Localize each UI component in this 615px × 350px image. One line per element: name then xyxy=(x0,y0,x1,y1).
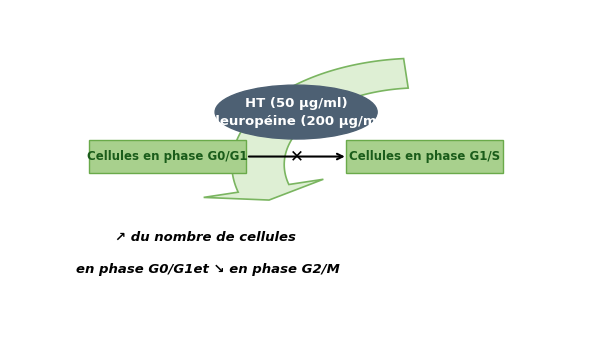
Text: Oleuropéine (200 μg/ml): Oleuropéine (200 μg/ml) xyxy=(204,115,388,128)
FancyBboxPatch shape xyxy=(346,140,504,173)
Text: Cellules en phase G0/G1: Cellules en phase G0/G1 xyxy=(87,150,248,163)
Text: HT (50 μg/ml): HT (50 μg/ml) xyxy=(245,97,347,110)
FancyBboxPatch shape xyxy=(89,140,246,173)
Text: ✕: ✕ xyxy=(290,148,304,166)
Text: Cellules en phase G1/S: Cellules en phase G1/S xyxy=(349,150,501,163)
Ellipse shape xyxy=(215,85,377,139)
Text: ↗ du nombre de cellules: ↗ du nombre de cellules xyxy=(115,231,296,244)
Text: en phase G0/G1et ↘ en phase G2/M: en phase G0/G1et ↘ en phase G2/M xyxy=(76,263,340,276)
Polygon shape xyxy=(204,58,408,200)
